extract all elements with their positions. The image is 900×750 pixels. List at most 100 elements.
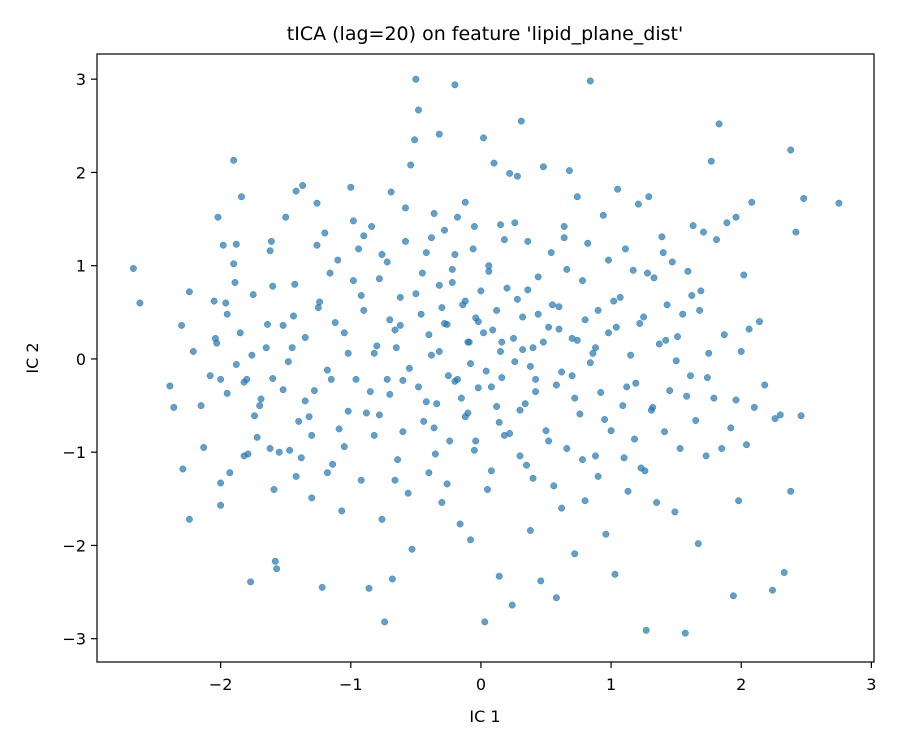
- scatter-point: [487, 467, 495, 475]
- scatter-point: [373, 342, 381, 350]
- scatter-point: [495, 418, 503, 426]
- scatter-point: [586, 77, 594, 85]
- y-tick-label: 2: [76, 163, 86, 182]
- scatter-point: [331, 319, 339, 327]
- scatter-point: [634, 200, 642, 208]
- scatter-point: [644, 269, 651, 277]
- y-tick-label: 1: [76, 257, 86, 276]
- scatter-point: [308, 494, 316, 502]
- scatter-point: [352, 375, 360, 383]
- scatter-point: [732, 213, 740, 221]
- scatter-point: [737, 348, 745, 355]
- scatter-point: [299, 182, 307, 189]
- scatter-point: [247, 578, 255, 586]
- scatter-point: [411, 136, 419, 144]
- scatter-point: [318, 583, 326, 591]
- scatter-point: [232, 361, 240, 368]
- scatter-point: [456, 520, 464, 528]
- scatter-point: [521, 400, 529, 408]
- scatter-point: [415, 383, 422, 391]
- scatter-point: [378, 515, 386, 523]
- scatter-point: [425, 469, 433, 477]
- scatter-point: [362, 409, 370, 417]
- scatter-point: [412, 75, 420, 83]
- scatter-point: [129, 265, 137, 272]
- scatter-point: [323, 469, 331, 477]
- scatter-point: [480, 329, 487, 337]
- scatter-point: [545, 323, 553, 331]
- scatter-point: [619, 402, 627, 410]
- scatter-point: [629, 266, 637, 274]
- scatter-point: [438, 499, 446, 506]
- scatter-point: [404, 489, 412, 497]
- scatter-point: [645, 193, 653, 201]
- scatter-point: [267, 237, 275, 245]
- scatter-point: [441, 226, 448, 234]
- scatter-point: [547, 249, 555, 257]
- scatter-point: [756, 318, 763, 326]
- scatter-point: [534, 273, 542, 281]
- scatter-point: [375, 275, 383, 283]
- scatter-point: [383, 375, 391, 383]
- scatter-point: [230, 156, 238, 164]
- scatter-point: [524, 286, 532, 294]
- scatter-point: [594, 306, 602, 314]
- y-tick-label: 0: [76, 350, 86, 369]
- scatter-point: [454, 375, 461, 383]
- scatter-point: [612, 323, 620, 331]
- scatter-point: [710, 394, 718, 402]
- scatter-point: [503, 284, 511, 292]
- scatter-point: [508, 601, 516, 609]
- x-tick-label: −1: [339, 675, 363, 694]
- scatter-point: [586, 359, 594, 367]
- scatter-point: [481, 618, 489, 626]
- scatter-point: [257, 395, 265, 403]
- scatter-point: [408, 545, 416, 553]
- scatter-point: [713, 236, 720, 244]
- scatter-point: [357, 292, 365, 299]
- scatter-point: [214, 213, 222, 221]
- scatter-point: [631, 435, 638, 443]
- scatter-point: [558, 368, 566, 376]
- scatter-point: [270, 486, 278, 493]
- scatter-point: [349, 217, 357, 225]
- scatter-point: [689, 222, 697, 230]
- scatter-point: [217, 375, 225, 383]
- scatter-point: [687, 372, 694, 380]
- scatter-point: [550, 482, 558, 490]
- scatter-point: [745, 325, 753, 333]
- scatter-point: [563, 265, 571, 273]
- scatter-point: [329, 460, 337, 468]
- scatter-point: [477, 287, 485, 295]
- scatter-point: [451, 81, 459, 89]
- scatter-point: [516, 452, 524, 460]
- scatter-point: [495, 572, 503, 580]
- scatter-point: [694, 540, 702, 548]
- scatter-point: [792, 228, 800, 236]
- scatter-point: [490, 159, 498, 167]
- x-tick-label: 3: [866, 675, 876, 694]
- scatter-point: [185, 288, 193, 296]
- scatter-point: [560, 234, 568, 242]
- scatter-point: [740, 271, 748, 279]
- scatter-point: [658, 233, 666, 241]
- scatter-point: [327, 375, 335, 383]
- scatter-point: [623, 383, 631, 391]
- scatter-point: [185, 515, 193, 523]
- scatter-point: [266, 445, 274, 452]
- scatter-point: [611, 570, 619, 578]
- scatter-point: [253, 433, 261, 441]
- scatter-point: [526, 362, 534, 370]
- scatter-point: [700, 228, 707, 236]
- scatter-point: [487, 383, 495, 391]
- scatter-point: [269, 282, 277, 290]
- scatter-point: [472, 437, 480, 445]
- scatter-point: [581, 316, 589, 324]
- scatter-point: [219, 241, 227, 249]
- y-tick-label: −1: [62, 443, 86, 462]
- scatter-point: [497, 221, 504, 229]
- scatter-point: [653, 499, 661, 506]
- scatter-point: [368, 223, 376, 230]
- scatter-point: [292, 187, 300, 195]
- scatter-point: [592, 344, 599, 352]
